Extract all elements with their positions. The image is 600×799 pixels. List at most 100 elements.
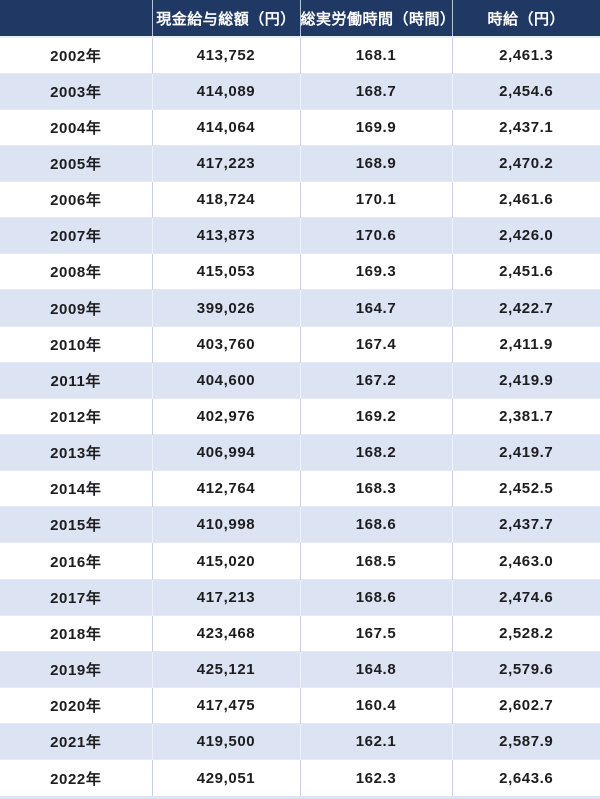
table-bottom-strip <box>0 796 600 799</box>
table-row: 2019年 425,121 164.8 2,579.6 <box>0 650 600 688</box>
year-cell: 2011年 <box>0 361 153 399</box>
hours-cell: 169.3 <box>300 253 453 290</box>
hourly-wage-cell: 2,437.1 <box>452 108 600 146</box>
cash-wage-cell: 419,500 <box>152 723 301 760</box>
table-body: 2002年 413,752 168.1 2,461.3 2003年 414,089 168.… <box>0 37 600 796</box>
hours-cell: 168.7 <box>300 72 453 110</box>
table-row: 2008年 415,053 169.3 2,451.6 <box>0 253 600 290</box>
table-row: 2007年 413,873 170.6 2,426.0 <box>0 217 600 254</box>
year-cell: 2009年 <box>0 289 153 327</box>
table-row: 2006年 418,724 170.1 2,461.6 <box>0 181 600 218</box>
year-cell: 2012年 <box>0 397 153 435</box>
hours-cell: 162.1 <box>300 723 453 760</box>
cash-wage-cell: 413,752 <box>152 37 301 74</box>
hours-cell: 167.4 <box>300 325 453 363</box>
cash-wage-cell: 415,020 <box>152 542 301 580</box>
cash-wage-cell: 413,873 <box>152 217 301 254</box>
table-row: 2017年 417,213 168.6 2,474.6 <box>0 578 600 616</box>
table-row: 2013年 406,994 168.2 2,419.7 <box>0 434 600 471</box>
cash-wage-cell: 425,121 <box>152 650 301 688</box>
hours-cell: 168.1 <box>300 37 453 74</box>
hourly-wage-cell: 2,381.7 <box>452 397 600 435</box>
hourly-wage-cell: 2,452.5 <box>452 470 600 507</box>
header-cell-hourly-wage: 時給（円） <box>452 0 600 38</box>
hours-cell: 168.3 <box>300 470 453 507</box>
table-row: 2009年 399,026 164.7 2,422.7 <box>0 289 600 327</box>
year-cell: 2010年 <box>0 325 153 363</box>
header-row: 現金給与総額（円） 総実労働時間（時間） 時給（円） <box>0 0 600 38</box>
hours-cell: 169.9 <box>300 108 453 146</box>
year-cell: 2006年 <box>0 181 153 218</box>
year-cell: 2013年 <box>0 434 153 471</box>
year-cell: 2003年 <box>0 72 153 110</box>
cash-wage-cell: 403,760 <box>152 325 301 363</box>
hours-cell: 170.1 <box>300 181 453 218</box>
cash-wage-cell: 410,998 <box>152 506 301 543</box>
table-row: 2011年 404,600 167.2 2,419.9 <box>0 361 600 399</box>
year-cell: 2014年 <box>0 470 153 507</box>
cash-wage-cell: 406,994 <box>152 434 301 471</box>
header-cell-hours: 総実労働時間（時間） <box>300 0 455 38</box>
cash-wage-cell: 417,475 <box>152 687 301 724</box>
hourly-wage-cell: 2,579.6 <box>452 650 600 688</box>
hourly-wage-cell: 2,454.6 <box>452 72 600 110</box>
table-row: 2016年 415,020 168.5 2,463.0 <box>0 542 600 580</box>
cash-wage-cell: 417,223 <box>152 144 301 182</box>
year-cell: 2016年 <box>0 542 153 580</box>
table-header: 現金給与総額（円） 総実労働時間（時間） 時給（円） <box>0 0 600 38</box>
hourly-wage-cell: 2,602.7 <box>452 687 600 724</box>
cash-wage-cell: 414,064 <box>152 108 301 146</box>
hours-cell: 164.8 <box>300 650 453 688</box>
year-cell: 2021年 <box>0 723 153 760</box>
hours-cell: 162.3 <box>300 759 453 796</box>
hourly-wage-cell: 2,419.7 <box>452 434 600 471</box>
cash-wage-cell: 404,600 <box>152 361 301 399</box>
hourly-wage-cell: 2,451.6 <box>452 253 600 290</box>
hourly-wage-cell: 2,461.6 <box>452 181 600 218</box>
hourly-wage-cell: 2,643.6 <box>452 759 600 796</box>
hours-cell: 168.9 <box>300 144 453 182</box>
table-row: 2010年 403,760 167.4 2,411.9 <box>0 325 600 363</box>
year-cell: 2005年 <box>0 144 153 182</box>
cash-wage-cell: 429,051 <box>152 759 301 796</box>
hourly-wage-cell: 2,419.9 <box>452 361 600 399</box>
header-cell-year <box>0 0 153 38</box>
hourly-wage-cell: 2,474.6 <box>452 578 600 616</box>
hours-cell: 160.4 <box>300 687 453 724</box>
cash-wage-cell: 402,976 <box>152 397 301 435</box>
table-row: 2004年 414,064 169.9 2,437.1 <box>0 108 600 146</box>
table-row: 2005年 417,223 168.9 2,470.2 <box>0 144 600 182</box>
table-row: 2003年 414,089 168.7 2,454.6 <box>0 72 600 110</box>
year-cell: 2002年 <box>0 37 153 74</box>
table-row: 2014年 412,764 168.3 2,452.5 <box>0 470 600 507</box>
table-row: 2022年 429,051 162.3 2,643.6 <box>0 759 600 796</box>
cash-wage-cell: 399,026 <box>152 289 301 327</box>
year-cell: 2022年 <box>0 759 153 796</box>
year-cell: 2007年 <box>0 217 153 254</box>
cash-wage-cell: 414,089 <box>152 72 301 110</box>
year-cell: 2019年 <box>0 650 153 688</box>
hourly-wage-cell: 2,470.2 <box>452 144 600 182</box>
hours-cell: 168.5 <box>300 542 453 580</box>
cash-wage-cell: 412,764 <box>152 470 301 507</box>
year-cell: 2017年 <box>0 578 153 616</box>
hourly-wage-cell: 2,422.7 <box>452 289 600 327</box>
year-cell: 2018年 <box>0 614 153 652</box>
hourly-wage-cell: 2,461.3 <box>452 37 600 74</box>
hourly-wage-cell: 2,411.9 <box>452 325 600 363</box>
hourly-wage-cell: 2,426.0 <box>452 217 600 254</box>
header-cell-cash-wage: 現金給与総額（円） <box>152 0 301 38</box>
hours-cell: 170.6 <box>300 217 453 254</box>
table-row: 2021年 419,500 162.1 2,587.9 <box>0 723 600 760</box>
hours-cell: 167.5 <box>300 614 453 652</box>
hours-cell: 168.6 <box>300 578 453 616</box>
hourly-wage-cell: 2,587.9 <box>452 723 600 760</box>
hours-cell: 164.7 <box>300 289 453 327</box>
hourly-wage-cell: 2,463.0 <box>452 542 600 580</box>
hours-cell: 168.2 <box>300 434 453 471</box>
table-row: 2012年 402,976 169.2 2,381.7 <box>0 397 600 435</box>
table-row: 2020年 417,475 160.4 2,602.7 <box>0 687 600 724</box>
table-row: 2002年 413,752 168.1 2,461.3 <box>0 37 600 74</box>
hours-cell: 168.6 <box>300 506 453 543</box>
